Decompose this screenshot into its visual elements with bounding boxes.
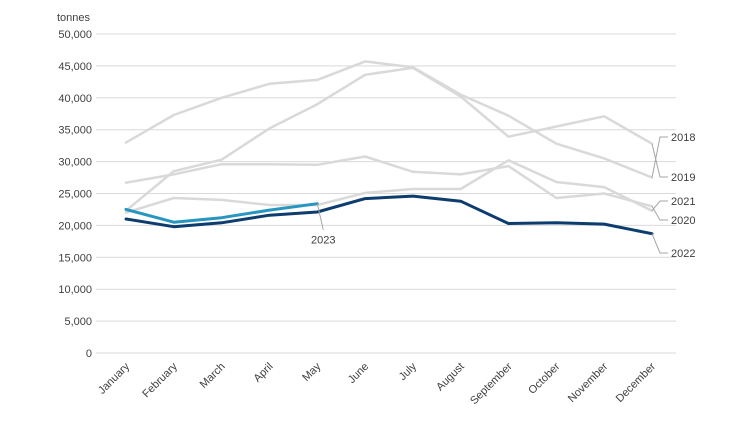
- leader-line-2018: [651, 136, 668, 178]
- series-line-2020: [124, 155, 654, 208]
- x-tick-label: October: [526, 360, 562, 396]
- y-tick-label: 35,000: [58, 125, 92, 137]
- series-label-2023: 2023: [311, 235, 335, 247]
- series-line-2021: [124, 159, 654, 214]
- leader-line-2020: [651, 206, 668, 221]
- series-lines: [124, 60, 654, 236]
- y-tick-label: 5,000: [64, 316, 92, 328]
- x-tick-label: December: [614, 360, 659, 405]
- series-label-2021: 2021: [671, 196, 695, 208]
- x-tick-label: May: [300, 360, 324, 384]
- series-line-2023: [124, 202, 319, 224]
- leader-line-2022: [651, 233, 668, 254]
- y-axis-unit-label: tonnes: [57, 12, 91, 24]
- y-tick-label: 15,000: [58, 252, 92, 264]
- x-tick-label: September: [468, 360, 515, 407]
- leader-line-2019: [651, 143, 668, 178]
- leader-line-2023: [316, 203, 324, 230]
- x-tick-label: January: [96, 360, 133, 397]
- y-tick-label: 30,000: [58, 157, 92, 169]
- series-line-2022: [124, 194, 654, 236]
- leader-line-2021: [651, 200, 668, 212]
- y-tick-label: 20,000: [58, 220, 92, 232]
- y-tick-label: 45,000: [58, 61, 92, 73]
- x-axis: January February March April May June July Augu…: [96, 360, 658, 407]
- series-label-2022: 2022: [671, 248, 695, 260]
- x-tick-label: August: [434, 361, 467, 394]
- y-tick-label: 25,000: [58, 189, 92, 201]
- y-axis: 0 5,000 10,000 15,000 20,000 25,000 30,000 35,0…: [58, 29, 92, 360]
- series-label-2019: 2019: [671, 172, 695, 184]
- y-tick-label: 0: [86, 348, 92, 360]
- x-tick-label: July: [397, 360, 420, 383]
- series-labels: 2018 2019 2021 2020 2022 2023: [311, 132, 695, 260]
- series-label-2018: 2018: [671, 132, 695, 144]
- gridlines: [96, 33, 676, 354]
- series-line-2018: [124, 60, 654, 179]
- series-label-2020: 2020: [671, 215, 695, 227]
- series-line-2019: [124, 66, 654, 212]
- x-tick-label: February: [140, 360, 180, 400]
- y-tick-label: 10,000: [58, 284, 92, 296]
- y-tick-label: 40,000: [58, 93, 92, 105]
- x-tick-label: March: [198, 361, 228, 391]
- x-tick-label: November: [566, 360, 611, 405]
- x-tick-label: June: [346, 361, 371, 386]
- y-tick-label: 50,000: [58, 29, 92, 41]
- x-tick-label: April: [252, 361, 276, 385]
